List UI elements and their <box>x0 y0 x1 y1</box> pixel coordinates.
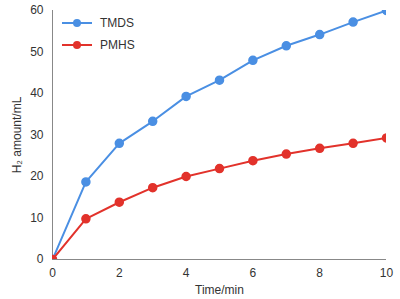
svg-text:60: 60 <box>30 3 44 17</box>
svg-text:10: 10 <box>380 266 394 280</box>
svg-text:30: 30 <box>30 128 44 142</box>
svg-text:0: 0 <box>37 252 44 266</box>
svg-text:H₂ amount/mL: H₂ amount/mL <box>10 96 24 173</box>
svg-text:8: 8 <box>316 266 323 280</box>
svg-text:6: 6 <box>250 266 257 280</box>
svg-text:Time/min: Time/min <box>195 283 244 297</box>
svg-text:10: 10 <box>30 211 44 225</box>
svg-text:0: 0 <box>49 266 56 280</box>
html-text:PMHS: PMHS <box>100 38 135 52</box>
svg-text:40: 40 <box>30 86 44 100</box>
html-text:TMDS: TMDS <box>100 16 134 30</box>
svg-text:50: 50 <box>30 45 44 59</box>
svg-text:4: 4 <box>183 266 190 280</box>
svg-text:20: 20 <box>30 169 44 183</box>
svg-text:2: 2 <box>116 266 123 280</box>
